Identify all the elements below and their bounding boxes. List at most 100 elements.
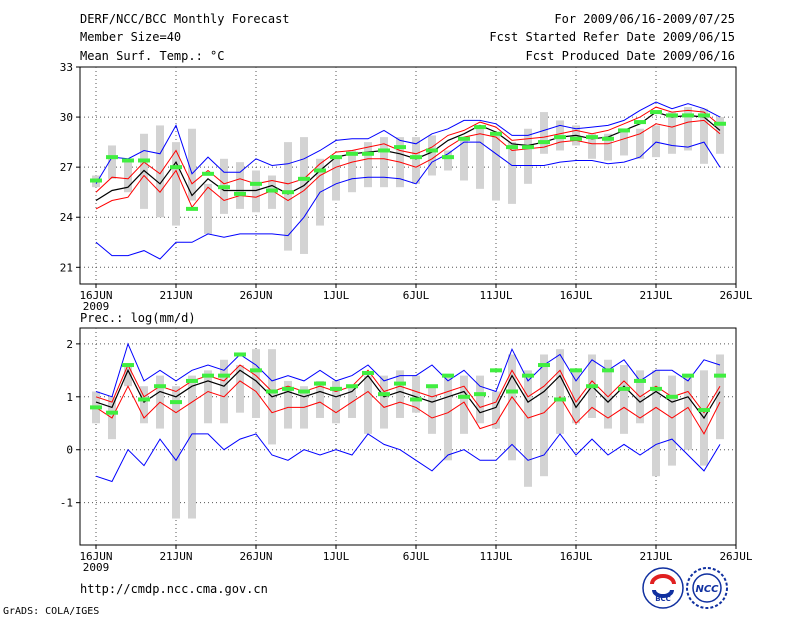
inner-high-line xyxy=(95,363,721,414)
source-url[interactable]: http://cmdp.ncc.cma.gov.cn xyxy=(80,582,268,596)
obs-marker xyxy=(202,373,214,378)
spread-box xyxy=(172,142,180,226)
x-tick-label: 21JUN xyxy=(159,550,192,563)
spread-box xyxy=(188,128,196,201)
spread-box xyxy=(332,380,340,424)
y-tick-label: 1 xyxy=(66,391,73,404)
spread-box xyxy=(284,380,292,429)
x-tick-label: 6JUL xyxy=(403,550,430,563)
obs-marker xyxy=(282,386,294,391)
x-tick-label: 16JUL xyxy=(559,550,592,563)
x-tick-label: 1JUL xyxy=(323,289,350,302)
obs-marker xyxy=(250,181,262,186)
ncc-logo-inner-ring xyxy=(692,573,722,603)
spread-box xyxy=(524,128,532,184)
chart-title: DERF/NCC/BCC Monthly Forecast xyxy=(80,12,290,26)
spread-box xyxy=(508,354,516,461)
spread-box xyxy=(540,354,548,477)
obs-marker xyxy=(458,394,470,399)
obs-marker xyxy=(314,168,326,173)
obs-marker xyxy=(330,386,342,391)
obs-marker xyxy=(378,148,390,153)
plot-frame xyxy=(79,66,737,285)
spread-box xyxy=(668,112,676,154)
obs-marker xyxy=(634,378,646,383)
ncc-logo-text: NCC xyxy=(695,584,719,595)
obs-marker xyxy=(410,155,422,160)
obs-marker xyxy=(618,386,630,391)
spread-box xyxy=(284,142,292,251)
ensemble-mean-line xyxy=(95,368,721,420)
y-tick-label: 2 xyxy=(66,338,73,351)
obs-marker xyxy=(298,389,310,394)
x-tick-label: 26JUL xyxy=(719,289,752,302)
spread-box xyxy=(636,128,644,159)
spread-box xyxy=(684,107,692,151)
obs-marker xyxy=(122,363,134,368)
obs-marker xyxy=(218,185,230,190)
obs-marker xyxy=(554,135,566,140)
y-tick-label: 33 xyxy=(60,61,73,74)
inner-low-line xyxy=(95,119,721,210)
spread-box xyxy=(428,386,436,434)
obs-marker xyxy=(666,113,678,118)
bcc-logo-arc-red xyxy=(650,574,676,585)
outer-low-line xyxy=(95,141,721,260)
obs-marker xyxy=(506,389,518,394)
obs-marker xyxy=(250,368,262,373)
y-tick-label: 30 xyxy=(60,111,73,124)
obs-marker xyxy=(218,373,230,378)
y-tick-label: 27 xyxy=(60,161,73,174)
outer-high-line xyxy=(95,101,721,185)
obs-marker xyxy=(234,191,246,196)
spread-box xyxy=(124,158,132,193)
obs-marker xyxy=(522,145,534,150)
y-tick-label: -1 xyxy=(60,497,73,510)
obs-marker xyxy=(682,373,694,378)
spread-box xyxy=(140,386,148,424)
spread-box xyxy=(460,137,468,181)
x-tick-label: 1JUL xyxy=(323,550,350,563)
spread-box xyxy=(364,375,372,434)
obs-marker xyxy=(602,368,614,373)
fcst-started-date: Fcst Started Refer Date 2009/06/15 xyxy=(489,30,735,44)
spread-box xyxy=(204,370,212,424)
x-year-label: 2009 xyxy=(83,561,110,574)
bcc-logo-arc-blue xyxy=(652,589,674,598)
spread-box xyxy=(428,135,436,176)
obs-marker xyxy=(682,113,694,118)
x-tick-label: 16JUN xyxy=(79,550,112,563)
spread-box xyxy=(220,359,228,424)
obs-marker xyxy=(170,165,182,170)
obs-marker xyxy=(410,397,422,402)
x-tick-label: 11JUL xyxy=(479,289,512,302)
obs-marker xyxy=(634,120,646,125)
inner-low-line xyxy=(95,380,721,435)
spread-box xyxy=(700,108,708,164)
spread-box xyxy=(444,150,452,171)
spread-box xyxy=(716,354,724,440)
obs-marker xyxy=(426,148,438,153)
spread-box xyxy=(172,386,180,519)
spread-box xyxy=(604,133,612,161)
obs-marker xyxy=(602,136,614,141)
obs-marker xyxy=(122,158,134,163)
y-tick-label: 0 xyxy=(66,444,73,457)
member-size: Member Size=40 xyxy=(80,30,181,44)
ncc-logo: NCC xyxy=(686,567,728,609)
obs-marker xyxy=(442,373,454,378)
x-tick-label: 6JUL xyxy=(403,289,430,302)
obs-marker xyxy=(298,176,310,181)
spread-box xyxy=(252,349,260,418)
spread-box xyxy=(572,370,580,424)
inner-high-line xyxy=(95,106,721,193)
obs-marker xyxy=(698,113,710,118)
x-tick-label: 16JUL xyxy=(559,289,592,302)
spread-box xyxy=(316,380,324,418)
obs-marker xyxy=(618,128,630,133)
spread-box xyxy=(236,162,244,209)
spread-box xyxy=(108,145,116,179)
spread-box xyxy=(124,365,132,387)
y-tick-label: 24 xyxy=(60,211,74,224)
